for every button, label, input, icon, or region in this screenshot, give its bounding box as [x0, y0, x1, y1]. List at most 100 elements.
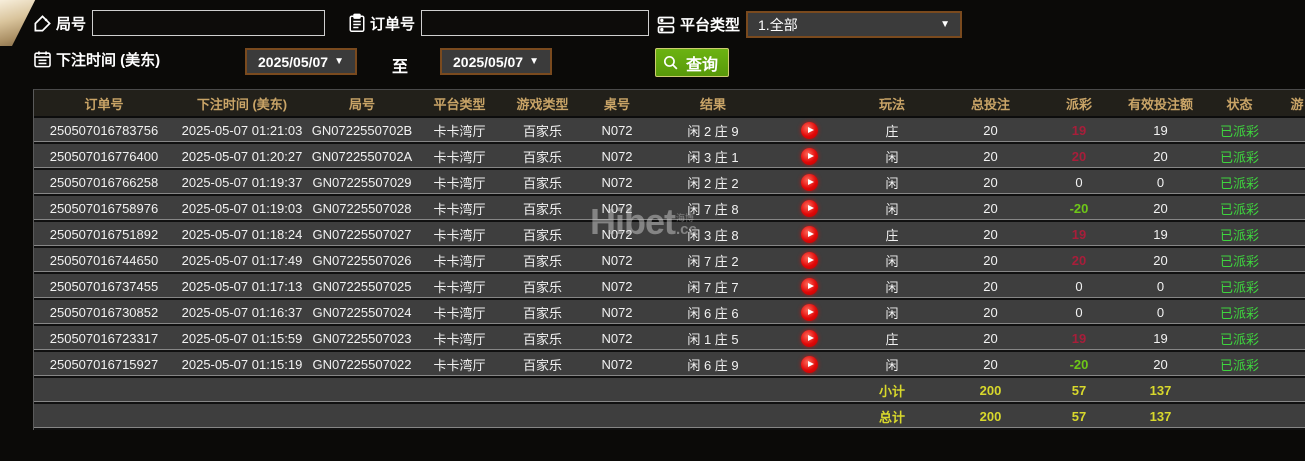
cell-round: GN07225507029	[310, 170, 414, 196]
cell-payout: 19	[1044, 222, 1114, 248]
cell-round: GN0722550702B	[310, 118, 414, 144]
cell-result: 闲 7 庄 2	[654, 248, 772, 274]
video-play-icon[interactable]	[801, 329, 818, 347]
cell-round: GN07225507022	[310, 352, 414, 378]
cell-platform: 卡卡湾厅	[414, 196, 505, 222]
cell-bet: 20	[937, 144, 1044, 170]
video-play-icon[interactable]	[801, 173, 818, 191]
cell-result: 闲 3 庄 8	[654, 222, 772, 248]
cell-bet: 20	[937, 326, 1044, 352]
totals-row: 总计 200 57 137	[34, 404, 1305, 430]
column-header-payout: 派彩	[1044, 90, 1114, 118]
table-row: 250507016715927 2025-05-07 01:15:19 GN0722…	[34, 352, 1305, 378]
order-filter-group: 订单号	[348, 10, 650, 36]
cell-game: 百家乐	[505, 196, 580, 222]
cell-play: 庄	[847, 118, 937, 144]
round-input[interactable]	[92, 10, 326, 36]
cell-payout: -20	[1044, 352, 1114, 378]
video-play-icon[interactable]	[801, 147, 818, 165]
chevron-down-icon: ▼	[334, 56, 344, 67]
cell-platform: 卡卡湾厅	[414, 248, 505, 274]
date-from-select[interactable]: 2025/05/07 ▼	[245, 48, 357, 75]
table-row: 250507016758976 2025-05-07 01:19:03 GN0722…	[34, 196, 1305, 222]
cell-order: 250507016766258	[34, 170, 174, 196]
column-header-platform: 平台类型	[414, 90, 505, 118]
cell-round: GN07225507024	[310, 300, 414, 326]
video-play-icon[interactable]	[801, 303, 818, 321]
cell-platform: 卡卡湾厅	[414, 118, 505, 144]
cell-bet: 20	[937, 196, 1044, 222]
cell-extra	[1272, 300, 1305, 326]
cell-order: 250507016758976	[34, 196, 174, 222]
cell-extra	[1272, 378, 1305, 404]
cell-status: 已派彩	[1207, 248, 1272, 274]
video-play-icon[interactable]	[801, 121, 818, 139]
cell-payout: 57	[1044, 404, 1114, 430]
cell-round: GN07225507028	[310, 196, 414, 222]
cell-result	[654, 378, 772, 404]
cell-payout: 0	[1044, 300, 1114, 326]
cell-valid: 20	[1114, 196, 1207, 222]
cell-play: 总计	[847, 404, 937, 430]
cell-play: 闲	[847, 300, 937, 326]
cell-valid: 137	[1114, 404, 1207, 430]
video-play-icon[interactable]	[801, 277, 818, 295]
cell-time: 2025-05-07 01:15:19	[174, 352, 310, 378]
cell-bet: 20	[937, 352, 1044, 378]
cell-time: 2025-05-07 01:16:37	[174, 300, 310, 326]
cell-bet: 20	[937, 118, 1044, 144]
video-play-icon[interactable]	[801, 199, 818, 217]
date-to-select[interactable]: 2025/05/07 ▼	[440, 48, 552, 75]
column-header-tableNo: 桌号	[580, 90, 654, 118]
table-body: 250507016783756 2025-05-07 01:21:03 GN0722…	[34, 118, 1305, 430]
cell-bet: 20	[937, 300, 1044, 326]
cell-time	[174, 404, 310, 430]
cell-game: 百家乐	[505, 248, 580, 274]
cell-platform	[414, 404, 505, 430]
cell-status: 已派彩	[1207, 274, 1272, 300]
search-button[interactable]: 查询	[655, 48, 730, 77]
cell-result: 闲 2 庄 9	[654, 118, 772, 144]
cell-extra	[1272, 222, 1305, 248]
cell-round	[310, 378, 414, 404]
video-play-icon[interactable]	[801, 355, 818, 373]
platform-select[interactable]: 1.全部 ▼	[746, 11, 963, 38]
cell-result: 闲 2 庄 2	[654, 170, 772, 196]
cell-video	[772, 222, 847, 248]
table-row: 250507016776400 2025-05-07 01:20:27 GN0722…	[34, 144, 1305, 170]
order-input[interactable]	[421, 10, 650, 36]
cell-tableNo	[580, 378, 654, 404]
cell-tableNo	[580, 404, 654, 430]
cell-result: 闲 1 庄 5	[654, 326, 772, 352]
cell-valid: 20	[1114, 248, 1207, 274]
video-play-icon[interactable]	[801, 251, 818, 269]
cell-valid: 0	[1114, 300, 1207, 326]
column-header-play: 玩法	[847, 90, 937, 118]
cell-tableNo: N072	[580, 274, 654, 300]
column-header-video	[772, 90, 847, 118]
column-header-extra: 游	[1272, 90, 1305, 118]
cell-extra	[1272, 196, 1305, 222]
table-row: 250507016737455 2025-05-07 01:17:13 GN0722…	[34, 274, 1305, 300]
table-row: 250507016766258 2025-05-07 01:19:37 GN0722…	[34, 170, 1305, 196]
cell-payout: 19	[1044, 118, 1114, 144]
table-row: 250507016744650 2025-05-07 01:17:49 GN0722…	[34, 248, 1305, 274]
platform-filter-label: 平台类型	[680, 17, 741, 34]
cell-round	[310, 404, 414, 430]
totals-row: 小计 200 57 137	[34, 378, 1305, 404]
cell-platform: 卡卡湾厅	[414, 352, 505, 378]
cell-play: 闲	[847, 170, 937, 196]
cell-time	[174, 378, 310, 404]
table-row: 250507016751892 2025-05-07 01:18:24 GN0722…	[34, 222, 1305, 248]
cell-result: 闲 7 庄 7	[654, 274, 772, 300]
table-row: 250507016730852 2025-05-07 01:16:37 GN0722…	[34, 300, 1305, 326]
cell-tableNo: N072	[580, 196, 654, 222]
chevron-down-icon: ▼	[529, 56, 539, 67]
cell-payout: 20	[1044, 144, 1114, 170]
order-filter-label: 订单号	[370, 15, 416, 33]
cell-valid: 20	[1114, 144, 1207, 170]
cell-order: 250507016783756	[34, 118, 174, 144]
cell-status	[1207, 378, 1272, 404]
video-play-icon[interactable]	[801, 225, 818, 243]
cell-order: 250507016715927	[34, 352, 174, 378]
